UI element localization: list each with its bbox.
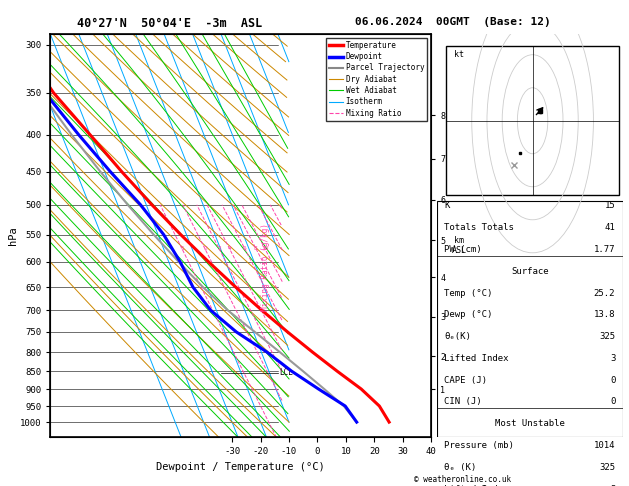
Text: 3: 3	[217, 246, 221, 251]
Text: 4: 4	[228, 246, 231, 251]
Text: Temp (°C): Temp (°C)	[444, 289, 493, 297]
Text: kt: kt	[454, 50, 464, 59]
Text: 0: 0	[610, 398, 615, 406]
Text: θₑ (K): θₑ (K)	[444, 463, 477, 472]
Text: 1.77: 1.77	[594, 245, 615, 254]
Text: LCL: LCL	[279, 368, 293, 378]
Text: 10: 10	[261, 246, 269, 251]
Text: 25.2: 25.2	[594, 289, 615, 297]
X-axis label: Dewpoint / Temperature (°C): Dewpoint / Temperature (°C)	[157, 462, 325, 472]
Text: © weatheronline.co.uk: © weatheronline.co.uk	[414, 474, 511, 484]
Text: 1: 1	[180, 246, 184, 251]
Text: 325: 325	[599, 463, 615, 472]
Text: CAPE (J): CAPE (J)	[444, 376, 487, 385]
Text: K: K	[444, 201, 450, 210]
Text: 40°27'N  50°04'E  -3m  ASL: 40°27'N 50°04'E -3m ASL	[77, 17, 262, 30]
Text: Pressure (mb): Pressure (mb)	[444, 441, 514, 450]
Text: 0: 0	[610, 376, 615, 385]
Text: 1014: 1014	[594, 441, 615, 450]
Text: Surface: Surface	[511, 267, 548, 276]
Text: 325: 325	[599, 332, 615, 341]
Text: 8: 8	[254, 246, 258, 251]
Bar	[446, 46, 619, 195]
Text: Dewp (°C): Dewp (°C)	[444, 311, 493, 319]
Y-axis label: km
ASL: km ASL	[452, 236, 467, 255]
Text: Lifted Index: Lifted Index	[444, 354, 509, 363]
Bar	[437, 201, 623, 437]
Text: Most Unstable: Most Unstable	[495, 419, 565, 428]
Text: 15: 15	[604, 201, 615, 210]
Text: 41: 41	[604, 223, 615, 232]
Text: PW (cm): PW (cm)	[444, 245, 482, 254]
Text: 13.8: 13.8	[594, 311, 615, 319]
Text: Lifted Index: Lifted Index	[444, 485, 509, 486]
Text: 06.06.2024  00GMT  (Base: 12): 06.06.2024 00GMT (Base: 12)	[355, 17, 551, 27]
Legend: Temperature, Dewpoint, Parcel Trajectory, Dry Adiabat, Wet Adiabat, Isotherm, Mi: Temperature, Dewpoint, Parcel Trajectory…	[326, 38, 428, 121]
Text: CIN (J): CIN (J)	[444, 398, 482, 406]
Text: Mixing Ratio (g/kg): Mixing Ratio (g/kg)	[261, 224, 270, 311]
Text: 3: 3	[610, 354, 615, 363]
Text: 3: 3	[610, 485, 615, 486]
Text: Totals Totals: Totals Totals	[444, 223, 514, 232]
Y-axis label: hPa: hPa	[8, 226, 18, 245]
Text: 6: 6	[243, 246, 247, 251]
Text: 2: 2	[203, 246, 207, 251]
Text: θₑ(K): θₑ(K)	[444, 332, 471, 341]
